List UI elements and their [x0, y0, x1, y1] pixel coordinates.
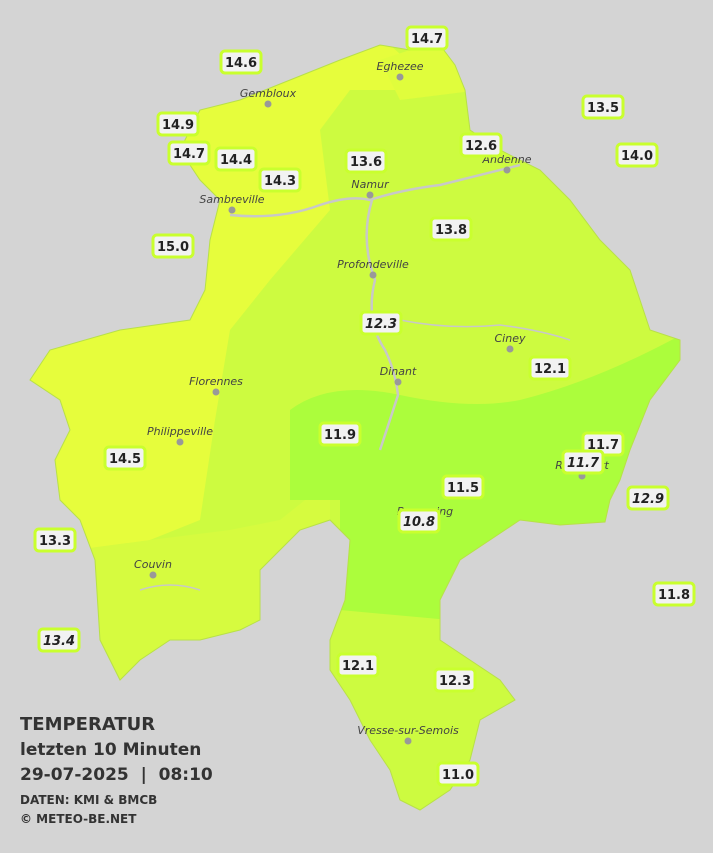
station-value: 14.7: [173, 147, 205, 162]
place-name: Namur: [351, 178, 390, 191]
place-dot: [228, 206, 236, 214]
place-dot: [503, 166, 511, 174]
station-value: 12.6: [465, 139, 497, 154]
station-value: 11.7: [567, 456, 600, 471]
subtitle: letzten 10 Minuten: [20, 740, 201, 760]
station-value: 10.8: [403, 515, 435, 530]
station-value: 13.5: [587, 101, 619, 116]
station-box: [436, 761, 480, 787]
station-box: [441, 474, 485, 500]
station-value: 13.4: [43, 634, 75, 649]
station-value: 14.6: [225, 56, 257, 71]
station-box: [37, 627, 81, 653]
place-name: Couvin: [134, 558, 172, 571]
station-value: 14.4: [220, 153, 252, 168]
station-value: 14.9: [162, 118, 194, 133]
place-dot: [404, 737, 412, 745]
station-value: 11.5: [447, 481, 479, 496]
place-dot: [369, 271, 377, 279]
station-value: 12.3: [439, 674, 471, 689]
station-value: 11.0: [442, 768, 474, 783]
station-value: 13.8: [435, 223, 467, 238]
station-value: 11.8: [658, 588, 690, 603]
station-box: [561, 449, 605, 475]
station-box: [344, 148, 388, 174]
station-box: [33, 527, 77, 553]
place-name: Florennes: [189, 375, 243, 388]
title-block: TEMPERATUR letzten 10 Minuten 29-07-2025…: [20, 714, 213, 826]
station-value: 15.0: [157, 240, 189, 255]
station-value: 11.9: [324, 428, 356, 443]
station-value: 11.7: [587, 438, 619, 453]
station-box: [318, 421, 362, 447]
station-box: [219, 49, 263, 75]
river: [139, 319, 571, 591]
zone-north: [380, 45, 480, 100]
date-time: 29-07-2025 | 08:10: [20, 765, 213, 785]
station-value: 14.3: [264, 174, 296, 189]
place-dot: [506, 345, 514, 353]
place-dot: [264, 100, 272, 108]
station-value: 14.7: [411, 32, 443, 47]
station-box: [528, 355, 572, 381]
station-value: 14.5: [109, 452, 141, 467]
station-box: [151, 233, 195, 259]
station-value: 12.9: [632, 492, 664, 507]
station-box: [429, 216, 473, 242]
copyright: © METEO-BE.NET: [20, 812, 137, 826]
place-name: Dinant: [380, 365, 417, 378]
station-value: 12.3: [365, 317, 397, 332]
place-dot: [149, 571, 157, 579]
station-box: [336, 652, 380, 678]
place-dot: [396, 73, 404, 81]
station-value: 13.3: [39, 534, 71, 549]
station-box: [405, 25, 449, 51]
place-dot: [176, 438, 184, 446]
station-box: [397, 508, 441, 534]
place-name: Gembloux: [240, 87, 297, 100]
labels: EghezeeGemblouxAndenneNamurSambrevillePr…: [33, 25, 696, 787]
place-dot: [212, 388, 220, 396]
station-box: [459, 132, 503, 158]
station-box: [581, 94, 625, 120]
place-name: Vresse-sur-Semois: [357, 724, 459, 737]
station-box: [626, 485, 670, 511]
place-name: Profondeville: [337, 258, 409, 271]
station-box: [615, 142, 659, 168]
river: [229, 163, 521, 451]
station-box: [258, 167, 302, 193]
place-dot: [366, 191, 374, 199]
place-name: Eghezee: [377, 60, 424, 73]
station-box: [652, 581, 696, 607]
station-value: 13.6: [350, 155, 382, 170]
source: DATEN: KMI & BMCB: [20, 793, 157, 807]
station-box: [156, 111, 200, 137]
place-dot: [394, 378, 402, 386]
station-value: 12.1: [342, 659, 374, 674]
station-box: [103, 445, 147, 471]
place-name: Ciney: [495, 332, 526, 345]
place-name: Philippeville: [147, 425, 213, 438]
station-box: [359, 310, 403, 336]
station-value: 12.1: [534, 362, 566, 377]
station-value: 14.0: [621, 149, 653, 164]
title: TEMPERATUR: [20, 714, 155, 735]
station-box: [167, 140, 211, 166]
place-name: Sambreville: [199, 193, 264, 206]
station-box: [214, 146, 258, 172]
station-box: [433, 667, 477, 693]
